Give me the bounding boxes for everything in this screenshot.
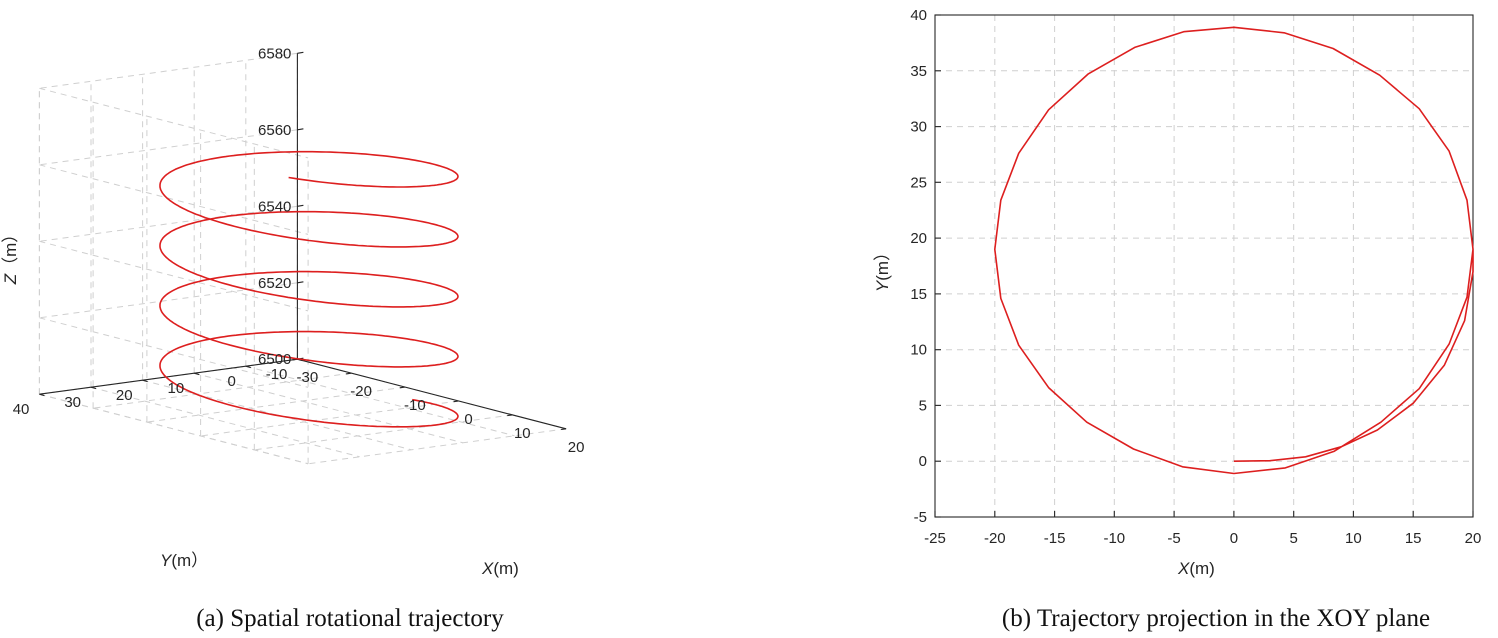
z-tick-label: 6500 (258, 351, 291, 368)
x-tick-mark (561, 428, 567, 431)
x-tick-label: -25 (924, 530, 946, 547)
y-tick-label: 0 (227, 373, 235, 390)
y-tick-mark (142, 379, 148, 383)
x-tick-label: 10 (514, 425, 531, 442)
panel-a-curve-layer (159, 150, 459, 428)
y-tick-label: -5 (914, 509, 927, 526)
y-tick-mark (39, 393, 45, 397)
panel-a-caption: (a) Spatial rotational trajectory (196, 605, 504, 632)
panel-a-zlabel: Z（m） (1, 226, 20, 286)
grid-line (142, 379, 412, 451)
z-tick-label: 6580 (258, 45, 291, 62)
helix-trajectory (159, 150, 459, 428)
y-tick-label: 10 (910, 342, 927, 359)
y-tick-label: 0 (919, 453, 927, 470)
y-tick-label: 5 (919, 397, 927, 414)
z-tick-mark (297, 128, 304, 131)
y-tick-label: 20 (910, 230, 927, 247)
x-tick-label: 15 (1405, 530, 1422, 547)
y-tick-label: 15 (910, 286, 927, 303)
x-tick-label: -10 (1103, 530, 1125, 547)
panel-b-xlabel: X(m) (1177, 559, 1215, 578)
y-tick-mark (90, 386, 97, 390)
grid-line (90, 386, 360, 458)
x-tick-label: -20 (350, 383, 372, 400)
panel-b-caption: (b) Trajectory projection in the XOY pla… (1002, 605, 1430, 632)
x-tick-label: -10 (404, 397, 426, 414)
grid-line (254, 414, 513, 451)
z-tick-mark (297, 51, 304, 54)
panel-b-grid (935, 15, 1473, 517)
y-tick-label: 35 (910, 63, 927, 80)
panel-b-axes-box (934, 14, 1474, 518)
x-tick-label: 20 (1465, 530, 1482, 547)
panel-b-xoy-projection: -25 -20 -15 -10 -5 0 5 10 15 20 -5 0 5 10 15 20 25 30 35 40… (873, 7, 1481, 632)
z-tick-label: 6540 (258, 198, 291, 215)
y-tick-label: 40 (13, 401, 30, 418)
z-tick-mark (297, 204, 304, 207)
x-tick-label: 20 (568, 439, 585, 456)
x-tick-mark (507, 414, 513, 417)
x-tick-label: 0 (1230, 530, 1238, 547)
x-tick-mark (453, 400, 459, 403)
x-tick-label: -30 (297, 369, 319, 386)
grid-line (39, 87, 309, 159)
panel-a-3d-trajectory: 6500 6520 6540 6560 6580 -10 0 10 20 30 40 -30 -20 -1… (1, 45, 584, 632)
y-tick-label: 25 (910, 174, 927, 191)
x-tick-label: 0 (464, 411, 472, 428)
x-axis-line (297, 358, 567, 430)
y-tick-label: 30 (910, 119, 927, 136)
y-axis-line (39, 358, 298, 395)
y-tick-mark (245, 365, 251, 369)
x-tick-label: -15 (1044, 530, 1066, 547)
y-tick-label: 30 (64, 394, 81, 411)
y-tick-label: 40 (910, 7, 927, 24)
y-tick-label: 20 (116, 387, 133, 404)
grid-line (245, 365, 515, 437)
x-tick-mark (399, 386, 405, 389)
x-tick-label: 5 (1290, 530, 1298, 547)
panel-a-xlabel: X(m) (481, 559, 519, 578)
x-tick-mark (346, 372, 352, 375)
x-tick-label: 10 (1345, 530, 1362, 547)
y-tick-label: -10 (266, 366, 288, 383)
grid-line (194, 372, 464, 444)
z-tick-label: 6560 (258, 122, 291, 139)
y-tick-label: 10 (168, 380, 185, 397)
panel-a-tick-labels: 6500 6520 6540 6560 6580 -10 0 10 20 30 40 -30 -20 -1… (13, 45, 585, 456)
x-tick-label: -20 (984, 530, 1006, 547)
z-tick-mark (297, 281, 304, 284)
panel-a-axes (39, 51, 567, 431)
x-tick-label: -5 (1167, 530, 1180, 547)
grid-line (39, 317, 309, 388)
y-tick-mark (194, 372, 200, 376)
grid-line (39, 393, 309, 465)
panel-b-ylabel: Y(m） (873, 244, 892, 292)
grid-line (39, 240, 309, 312)
panel-a-ylabel: Y(m） (160, 551, 208, 570)
grid-line (39, 164, 309, 235)
z-tick-label: 6520 (258, 275, 291, 292)
panel-b-tick-labels: -25 -20 -15 -10 -5 0 5 10 15 20 -5 0 5 10 15 20 25 30 35 40 (910, 7, 1481, 547)
panel-b-curve-layer (993, 26, 1474, 475)
xoy-trajectory (993, 26, 1474, 475)
panel-a-grid (38, 52, 567, 465)
